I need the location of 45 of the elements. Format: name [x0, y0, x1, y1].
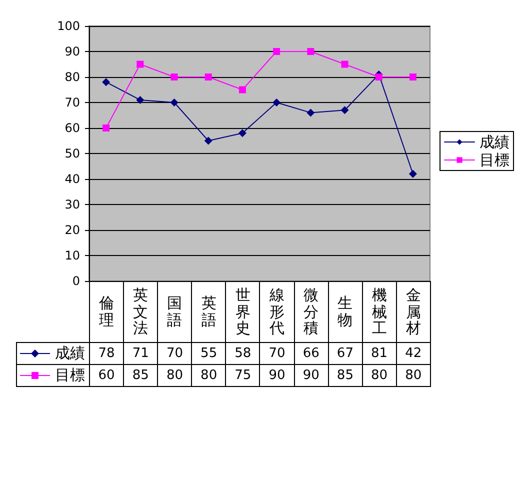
data-label: 75 [226, 364, 260, 386]
y-tick-label: 30 [64, 198, 80, 212]
y-tick-label: 10 [64, 248, 80, 262]
data-label: 66 [294, 342, 328, 364]
data-label: 80 [396, 364, 430, 386]
legend-label: 目標 [480, 151, 510, 169]
data-label: 78 [90, 342, 124, 364]
x-tick-label: 微分積 [304, 286, 319, 337]
data-label: 60 [90, 364, 124, 386]
data-label: 71 [124, 342, 158, 364]
data-label: 85 [124, 364, 158, 386]
y-tick-label: 20 [64, 223, 80, 237]
x-tick-label: 機械工 [372, 286, 387, 337]
data-label: 80 [158, 364, 192, 386]
data-label: 80 [192, 364, 226, 386]
data-label: 55 [192, 342, 226, 364]
x-tick-label: 金属材 [406, 286, 421, 337]
data-label: 80 [362, 364, 396, 386]
x-tick-label: 倫理 [99, 294, 114, 329]
y-tick-label: 90 [64, 44, 80, 58]
x-tick-label: 世界史 [235, 286, 250, 337]
x-tick-label: 英文法 [133, 286, 148, 337]
y-tick-label: 80 [64, 70, 80, 84]
legend-label: 成績 [480, 133, 510, 151]
data-label: 90 [294, 364, 328, 386]
x-tick-label: 国語 [167, 294, 182, 329]
data-label: 90 [260, 364, 294, 386]
data-label: 70 [158, 342, 192, 364]
data-label: 81 [362, 342, 396, 364]
data-label: 85 [328, 364, 362, 386]
y-tick-label: 60 [64, 121, 80, 135]
y-tick-label: 0 [72, 274, 80, 288]
text: 成績 [55, 344, 85, 362]
data-label: 67 [328, 342, 362, 364]
data-label: 42 [396, 342, 430, 364]
y-tick-label: 100 [57, 19, 80, 33]
text: 目標 [55, 366, 85, 384]
x-tick-label: 線形代 [270, 286, 285, 337]
y-tick-label: 50 [64, 146, 80, 160]
y-tick-label: 70 [64, 96, 80, 110]
x-tick-label: 生物 [338, 294, 353, 329]
data-label: 58 [226, 342, 260, 364]
x-tick-label: 英語 [201, 294, 216, 329]
data-label: 70 [260, 342, 294, 364]
y-tick-label: 40 [64, 172, 80, 186]
